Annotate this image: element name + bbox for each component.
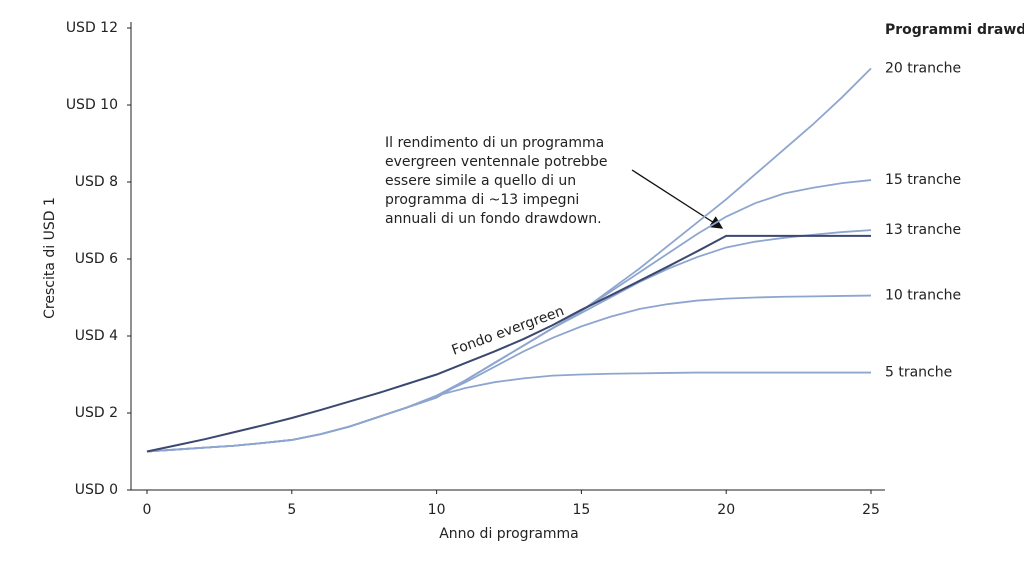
series-line bbox=[146, 67, 872, 453]
series-label: 5 tranche bbox=[885, 365, 952, 381]
y-tick-label: USD 6 bbox=[75, 251, 118, 267]
annotation-line: Il rendimento di un programma bbox=[385, 135, 604, 151]
series-label: 13 tranche bbox=[885, 222, 961, 238]
annotation: Il rendimento di un programma evergreen v… bbox=[385, 135, 607, 227]
x-tick-label: 10 bbox=[428, 502, 446, 518]
y-tick-label: USD 4 bbox=[75, 328, 118, 344]
x-tick-label: 20 bbox=[717, 502, 735, 518]
series-line bbox=[146, 229, 872, 453]
x-tick-label: 25 bbox=[862, 502, 880, 518]
x-tick-label: 5 bbox=[287, 502, 296, 518]
legend-title: Programmi drawdown bbox=[885, 22, 1024, 38]
x-tick-label: 15 bbox=[572, 502, 590, 518]
series-label: 15 tranche bbox=[885, 172, 961, 188]
annotation-line: essere simile a quello di un bbox=[385, 173, 576, 189]
x-tick-label: 0 bbox=[143, 502, 152, 518]
series-line bbox=[146, 294, 872, 453]
series-label: 20 tranche bbox=[885, 60, 961, 76]
series-line bbox=[146, 234, 871, 453]
series-line bbox=[146, 371, 871, 453]
y-tick-label: USD 0 bbox=[75, 482, 118, 498]
y-tick-label: USD 8 bbox=[75, 174, 118, 190]
annotation-arrow bbox=[631, 169, 724, 229]
y-tick-label: USD 10 bbox=[66, 97, 118, 113]
annotation-line: evergreen ventennale potrebbe bbox=[385, 154, 607, 170]
y-tick-label: USD 2 bbox=[75, 405, 118, 421]
y-axis-label: Crescita di USD 1 bbox=[42, 197, 58, 319]
annotation-line: programma di ~13 impegni bbox=[385, 192, 579, 208]
annotation-line: annuali di un fondo drawdown. bbox=[385, 211, 602, 227]
series-label: 10 tranche bbox=[885, 288, 961, 304]
y-tick-label: USD 12 bbox=[66, 20, 118, 36]
x-axis-label: Anno di programma bbox=[439, 526, 579, 542]
